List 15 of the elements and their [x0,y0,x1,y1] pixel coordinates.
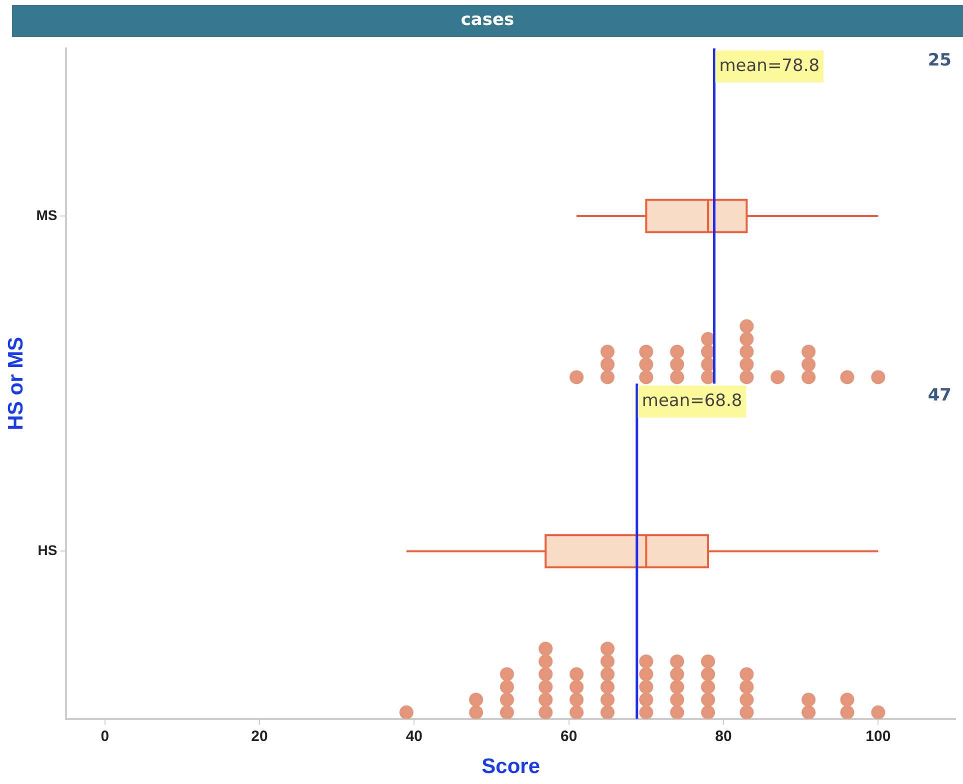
x-tick-label: 60 [560,728,578,745]
annotation: 25 [928,50,952,70]
x-axis-title: Score [482,755,540,778]
chart-title: cases [12,5,963,37]
x-tick-label: 20 [251,728,268,745]
ref-line-label: mean=78.8 [719,56,820,76]
y-tick-label: MS [36,206,58,223]
x-tick-label: 40 [406,728,423,745]
y-tick-label: HS [38,542,58,558]
ref-line-label: mean=68.8 [642,391,742,412]
x-tick-label: 100 [866,728,891,745]
x-tick-label: 0 [100,728,110,745]
y-axis-title: HS or MS [4,336,28,430]
x-tick-label: 80 [715,728,732,745]
annotation: 47 [928,386,952,406]
